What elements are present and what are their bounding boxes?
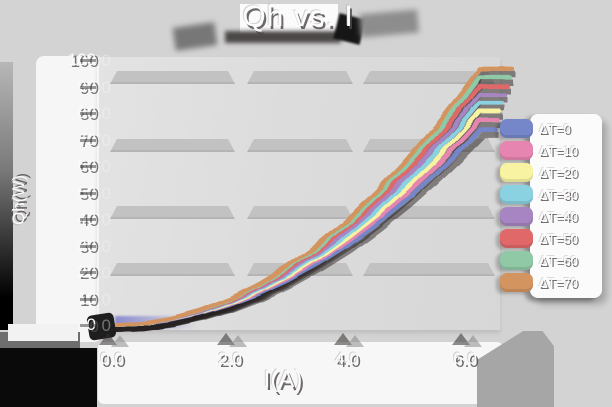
gridline-band — [110, 206, 235, 219]
legend-swatch — [500, 141, 533, 160]
legend-swatch — [500, 229, 533, 248]
y-tick-mark — [80, 86, 96, 89]
legend-label: ΔT=0 — [539, 121, 571, 136]
x-tick-mark-echo — [464, 335, 482, 347]
legend-item: ΔT=40 — [500, 206, 602, 228]
legend-swatch — [500, 251, 533, 270]
x-axis-title: I(A) — [263, 366, 303, 393]
plot-area — [97, 57, 516, 333]
gridline-band — [110, 71, 235, 84]
gridline-band — [247, 206, 353, 219]
legend-item: ΔT=60 — [500, 250, 602, 272]
y-tick-mark — [80, 218, 96, 221]
x-axis-label-backdrop — [98, 342, 503, 404]
y-axis-title: Qh(W) — [9, 174, 28, 226]
shadow-artifact — [225, 31, 341, 43]
legend-rows: ΔT=0 ΔT=10 ΔT=20 ΔT=30 ΔT=40 ΔT=50 ΔT=60 ΔT=70 — [500, 118, 602, 294]
x-tick-mark-echo — [229, 335, 247, 347]
x-tick-label: 6.0 — [453, 349, 477, 368]
legend-label: ΔT=30 — [539, 187, 578, 202]
legend-swatch — [500, 273, 533, 292]
x-tick-mark-echo — [346, 335, 364, 347]
curve-ΔT=60 — [109, 75, 513, 328]
gridline-band — [110, 263, 235, 276]
legend-label: ΔT=10 — [539, 143, 578, 158]
curve-shadow-ΔT=70 — [114, 71, 516, 333]
legend-item: ΔT=70 — [500, 272, 602, 294]
legend-label: ΔT=20 — [539, 165, 578, 180]
legend-item: ΔT=50 — [500, 228, 602, 250]
y-tick-mark — [80, 59, 96, 62]
legend-label: ΔT=40 — [539, 209, 578, 224]
x-tick-mark-echo — [111, 335, 129, 347]
gridline-band — [247, 139, 353, 152]
shadow-artifact — [8, 324, 78, 341]
x-tick-label: 0.0 — [100, 349, 124, 368]
legend-swatch — [500, 207, 533, 226]
gridline-band — [363, 71, 495, 84]
gridline-band — [110, 139, 235, 152]
legend-item: ΔT=20 — [500, 162, 602, 184]
y-tick-mark — [80, 165, 96, 168]
chart-title: Qh vs. I — [242, 0, 354, 33]
curve-ΔT=50 — [109, 83, 510, 328]
x-tick-label: 2.0 — [218, 349, 242, 368]
y-tick-mark — [80, 324, 96, 327]
shadow-artifact — [0, 348, 97, 407]
y-axis-label-backdrop — [36, 56, 102, 342]
y-tick-mark — [80, 112, 96, 115]
shadow-artifact — [0, 62, 13, 330]
gridline-band — [247, 71, 353, 84]
legend-item: ΔT=30 — [500, 184, 602, 206]
data-curves — [109, 67, 516, 333]
y-tick-mark — [80, 245, 96, 248]
legend: ΔT=0 ΔT=10 ΔT=20 ΔT=30 ΔT=40 ΔT=50 ΔT=60 ΔT=70 — [500, 114, 602, 298]
legend-label: ΔT=70 — [539, 275, 578, 290]
curve-ΔT=70 — [109, 67, 515, 328]
legend-item: ΔT=10 — [500, 140, 602, 162]
gridline-band — [363, 263, 495, 276]
title-backdrop — [240, 4, 338, 33]
x-tick-label: 4.0 — [335, 349, 359, 368]
y-tick-mark — [80, 139, 96, 142]
legend-swatch — [500, 163, 533, 182]
legend-item: ΔT=0 — [500, 118, 602, 140]
legend-label: ΔT=50 — [539, 231, 578, 246]
legend-swatch — [500, 185, 533, 204]
y-tick-mark — [80, 271, 96, 274]
y-tick-mark — [80, 298, 96, 301]
legend-swatch — [500, 119, 533, 138]
legend-label: ΔT=60 — [539, 253, 578, 268]
y-tick-mark — [80, 192, 96, 195]
